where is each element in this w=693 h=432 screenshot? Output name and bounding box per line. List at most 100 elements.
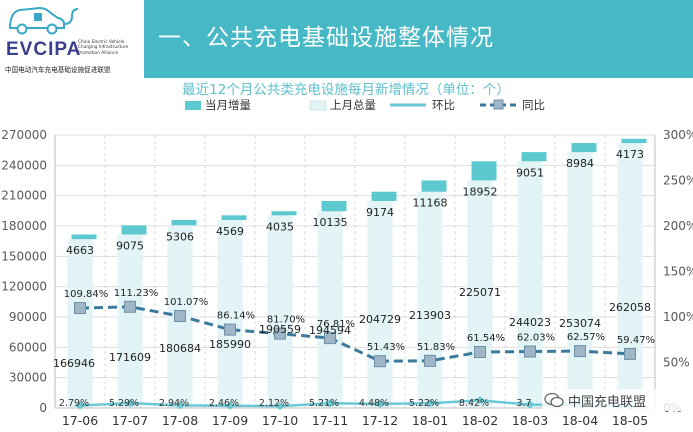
total-bar-label: 225071 — [459, 286, 501, 299]
mom-point — [525, 400, 535, 409]
yoy-point — [474, 345, 486, 358]
total-bar-label: 185990 — [209, 338, 251, 351]
yoy-label: 109.84% — [64, 289, 109, 300]
yoy-label: 51.43% — [367, 342, 405, 353]
x-tick-label: 17-12 — [362, 413, 398, 428]
y-left-tick-label: 180000 — [1, 219, 47, 233]
yoy-point — [224, 323, 236, 336]
total-bar — [517, 161, 543, 408]
ev-plug-logo-icon — [8, 6, 79, 35]
yoy-label: 61.54% — [467, 333, 505, 344]
monthly-bar — [71, 234, 97, 240]
y-left-tick-label: 0 — [39, 401, 47, 415]
monthly-bar-label: 11168 — [413, 197, 448, 210]
y-left-tick-label: 120000 — [1, 280, 47, 294]
monthly-bar — [121, 225, 147, 235]
total-bar-label: 213903 — [409, 309, 451, 322]
y-right-tick-label: 50% — [663, 356, 690, 370]
monthly-bar-label: 4569 — [216, 225, 244, 238]
yoy-point — [624, 347, 636, 360]
yoy-label: 86.14% — [217, 311, 255, 322]
yoy-point — [274, 327, 286, 340]
total-bar — [67, 239, 93, 408]
total-bar-label: 166946 — [53, 357, 95, 370]
mom-label: 2.79% — [59, 398, 89, 409]
evcipa-logo: EVCIPA China Electric Vehicle Charging I… — [0, 0, 140, 80]
legend-monthly-label: 当月增量 — [205, 98, 251, 112]
monthly-bar — [421, 180, 447, 192]
total-bar — [267, 215, 293, 408]
mom-point — [425, 399, 435, 408]
yoy-label: 81.70% — [267, 315, 305, 326]
mom-point — [275, 402, 285, 411]
mom-label: 2.12% — [259, 398, 289, 409]
yoy-label: 101.07% — [164, 297, 209, 308]
yoy-point — [424, 354, 436, 367]
monthly-bar-label: 18952 — [463, 185, 498, 198]
x-tick-label: 17-09 — [212, 413, 248, 428]
yoy-point — [174, 310, 186, 323]
chart-title: 最近12个月公共类充电设施每月新增情况（单位：个） — [182, 82, 510, 98]
yoy-point — [524, 345, 536, 358]
x-tick-label: 18-03 — [512, 413, 548, 428]
mom-label: 3.7 — [516, 398, 531, 409]
wechat-icon — [544, 392, 564, 408]
watermark-text: 中国充电联盟 — [568, 395, 647, 410]
brand-chinese-name: 中国电动汽车充电基础设施促进联盟 — [5, 66, 111, 74]
y-left-tick-label: 60000 — [9, 340, 47, 354]
yoy-line — [79, 305, 631, 363]
y-left-tick-label: 90000 — [9, 310, 47, 324]
total-bar — [317, 211, 343, 408]
monthly-bar — [621, 138, 647, 144]
y-right-tick-label: 150% — [663, 265, 693, 279]
monthly-bar-label: 10135 — [313, 216, 348, 229]
monthly-bar — [571, 143, 597, 153]
y-right-tick-label: 300% — [663, 128, 693, 142]
total-bar-label: 190559 — [259, 323, 301, 336]
monthly-bar-label: 5306 — [166, 230, 194, 243]
x-tick-label: 17-06 — [62, 413, 98, 428]
total-bar-label: 244023 — [509, 316, 551, 329]
mom-label: 8.42% — [459, 398, 489, 409]
total-bar — [567, 152, 593, 408]
monthly-bar — [171, 219, 197, 226]
yoy-label: 111.23% — [114, 288, 159, 299]
total-bar-label: 180684 — [159, 342, 201, 355]
yoy-label: 76.81% — [317, 319, 355, 330]
monthly-bar-label: 9075 — [116, 239, 144, 252]
x-tick-label: 17-08 — [162, 413, 198, 428]
yoy-label: 51.83% — [417, 342, 455, 353]
yoy-point — [574, 345, 586, 358]
monthly-bar-label: 4663 — [66, 244, 94, 257]
total-bar — [467, 180, 493, 408]
title-banner — [144, 0, 693, 78]
brand-subtitle: China Electric Vehicle Charging Infrastr… — [78, 40, 129, 56]
y-left-tick-label: 150000 — [1, 249, 47, 263]
monthly-bar-label: 4035 — [266, 220, 294, 233]
monthly-bar — [471, 161, 497, 181]
x-tick-label: 17-10 — [262, 413, 298, 428]
legend-yoy-marker — [493, 99, 504, 110]
yoy-point — [324, 332, 336, 345]
y-left-tick-label: 30000 — [9, 371, 47, 385]
x-tick-label: 18-05 — [612, 413, 648, 428]
total-bar — [417, 191, 443, 408]
monthly-bar — [521, 152, 547, 162]
total-bar-label: 204729 — [359, 313, 401, 326]
mom-label: 2.94% — [159, 398, 189, 409]
mom-point — [75, 401, 85, 410]
y-right-tick-label: 100% — [663, 310, 693, 324]
yoy-label: 62.03% — [517, 333, 555, 344]
mom-label: 2.46% — [209, 398, 239, 409]
monthly-bar — [221, 215, 247, 220]
mom-label: 4.48% — [359, 398, 389, 409]
chart: 0 30000 60000 90000 120000 150000 180000 210000… — [1, 82, 693, 428]
legend-mom-label: 环比 — [432, 98, 455, 112]
mom-label: 5.22% — [409, 398, 439, 409]
monthly-bar-label: 9051 — [516, 166, 544, 179]
monthly-bar-label: 8984 — [566, 157, 594, 170]
yoy-point — [124, 300, 136, 313]
mom-point — [325, 399, 335, 408]
y-right-tick-label: 200% — [663, 219, 693, 233]
mom-line — [79, 399, 631, 408]
